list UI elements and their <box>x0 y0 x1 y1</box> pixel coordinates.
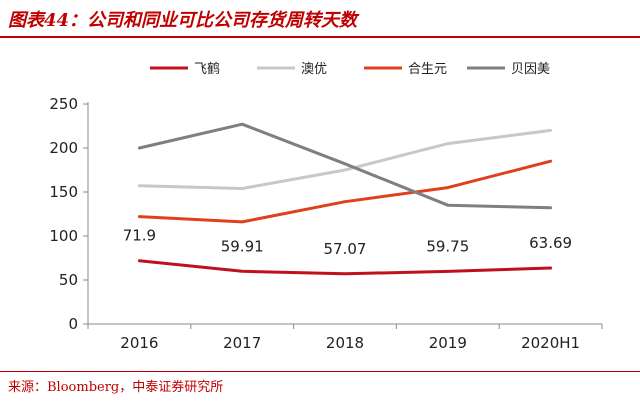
x-tick-label: 2016 <box>120 334 158 352</box>
footer-divider <box>0 371 640 372</box>
legend-label: 飞鹤 <box>194 61 220 77</box>
legend-label: 贝因美 <box>511 62 550 77</box>
chart-title: 图表44：公司和同业可比公司存货周转天数 <box>8 10 358 31</box>
data-label: 57.07 <box>324 240 367 258</box>
data-label: 71.9 <box>123 227 156 245</box>
x-tick-label: 2020H1 <box>521 334 580 352</box>
source-note: 来源：Bloomberg，中泰证券研究所 <box>8 380 224 395</box>
data-label: 59.91 <box>221 237 264 255</box>
data-labels: 71.9 59.91 57.07 59.75 63.69 <box>123 227 572 258</box>
y-tick-label: 250 <box>49 95 78 113</box>
data-label: 63.69 <box>529 234 572 252</box>
x-tick-label: 2019 <box>429 334 467 352</box>
series-line-3 <box>137 159 553 224</box>
legend: 飞鹤 澳优 合生元 贝因美 <box>150 61 550 77</box>
x-tick-label: 2017 <box>223 334 261 352</box>
title-bar: 图表44：公司和同业可比公司存货周转天数 <box>0 0 640 38</box>
legend-label: 合生元 <box>408 62 447 77</box>
series-line-1 <box>137 259 553 276</box>
x-tick-label: 2018 <box>326 334 364 352</box>
y-tick-label: 0 <box>68 315 78 333</box>
series-line-2 <box>137 128 553 190</box>
data-label: 59.75 <box>426 237 469 255</box>
y-tick-label: 100 <box>49 227 78 245</box>
y-tick-label: 50 <box>59 271 78 289</box>
title-divider <box>0 36 640 38</box>
axes: 0 50 100 150 200 250 2016 2017 2018 2019 2020H1 <box>49 95 603 352</box>
y-tick-label: 150 <box>49 183 78 201</box>
series-line-4 <box>137 122 553 210</box>
series-group <box>137 122 553 276</box>
legend-label: 澳优 <box>301 61 327 77</box>
y-tick-label: 200 <box>49 139 78 157</box>
